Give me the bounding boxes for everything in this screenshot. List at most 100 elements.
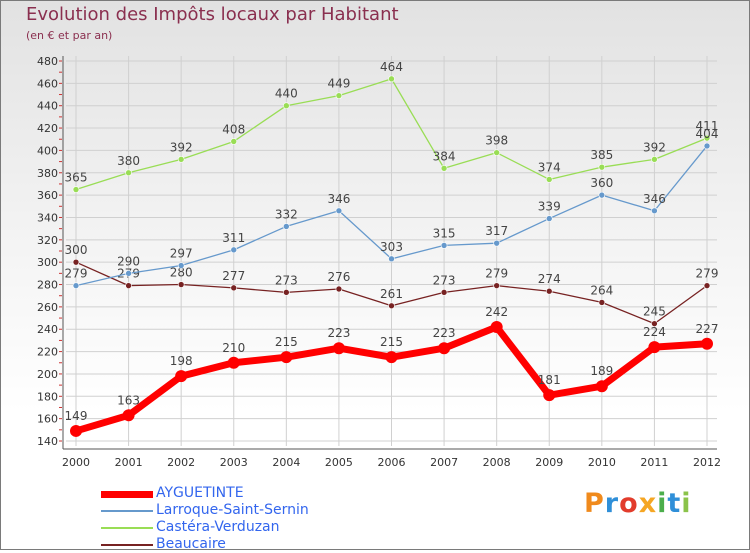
data-label: 274 — [538, 272, 561, 286]
data-label: 163 — [117, 393, 140, 407]
chart-subtitle: (en € et par an) — [26, 29, 113, 42]
x-tick-label: 2011 — [640, 456, 668, 469]
data-point — [545, 215, 553, 222]
data-label: 374 — [538, 160, 561, 174]
logo-letter: P — [584, 488, 605, 519]
data-label: 279 — [485, 267, 508, 281]
data-point — [701, 337, 713, 350]
data-point — [598, 163, 606, 171]
data-point — [280, 351, 293, 364]
x-tick-label: 2001 — [115, 456, 143, 469]
data-point — [230, 284, 238, 292]
y-tick-label: 400 — [37, 144, 58, 157]
y-tick-label: 480 — [37, 55, 58, 68]
data-point — [703, 134, 711, 142]
legend-item: Castéra-Verduzan — [101, 519, 401, 536]
x-tick-label: 2000 — [62, 456, 90, 469]
legend-item: AYGUETINTE — [101, 485, 401, 502]
data-label: 311 — [222, 231, 245, 245]
x-tick-label: 2009 — [535, 456, 563, 469]
legend-item: Beaucaire — [101, 536, 401, 553]
data-label: 384 — [433, 149, 456, 163]
legend-label: Beaucaire — [156, 536, 226, 552]
data-label: 279 — [65, 267, 88, 281]
y-tick-label: 300 — [37, 256, 58, 269]
data-point — [72, 282, 80, 289]
data-label: 189 — [590, 364, 613, 378]
data-label: 317 — [485, 224, 508, 238]
data-point — [545, 287, 553, 295]
data-point — [125, 282, 132, 289]
logo-letter: t — [667, 488, 682, 519]
data-label: 300 — [65, 243, 88, 257]
y-tick-label: 160 — [37, 413, 58, 426]
data-point — [335, 285, 343, 293]
x-tick-label: 2012 — [693, 456, 721, 469]
y-tick-label: 340 — [37, 211, 58, 224]
legend-label: Castéra-Verduzan — [156, 519, 280, 535]
data-label: 440 — [275, 87, 298, 101]
data-point — [177, 156, 185, 163]
x-tick-label: 2002 — [167, 456, 195, 469]
data-point — [177, 262, 185, 269]
x-tick-label: 2005 — [325, 456, 353, 469]
data-label: 290 — [117, 254, 140, 268]
data-point — [651, 207, 658, 215]
y-tick-label: 180 — [37, 390, 58, 403]
data-point — [595, 380, 608, 393]
data-point — [440, 289, 448, 296]
data-label: 449 — [327, 77, 350, 91]
x-tick-label: 2004 — [272, 456, 300, 469]
data-label: 276 — [327, 270, 350, 284]
data-label: 398 — [485, 134, 508, 148]
data-label: 380 — [117, 154, 140, 168]
data-label: 198 — [170, 354, 193, 368]
x-tick-label: 2010 — [588, 456, 616, 469]
data-label: 408 — [222, 122, 245, 136]
data-point — [651, 156, 658, 163]
data-label: 273 — [433, 273, 456, 287]
data-label: 385 — [590, 148, 613, 162]
data-label: 360 — [590, 176, 613, 190]
logo-letter: o — [619, 488, 639, 519]
logo-letter: i — [681, 488, 692, 519]
data-point — [598, 299, 606, 306]
data-label: 264 — [590, 283, 613, 297]
chart-title: Evolution des Impôts locaux par Habitant — [26, 4, 399, 25]
y-tick-label: 200 — [37, 368, 58, 381]
data-point — [283, 289, 290, 296]
data-label: 210 — [222, 341, 245, 355]
data-label: 365 — [65, 171, 88, 185]
legend-swatch — [101, 527, 153, 529]
data-label: 261 — [380, 287, 403, 301]
y-tick-label: 360 — [37, 189, 58, 202]
data-label: 392 — [170, 140, 193, 154]
data-point — [440, 242, 448, 249]
data-point — [388, 302, 395, 310]
x-tick-label: 2008 — [483, 456, 511, 469]
data-label: 346 — [327, 192, 350, 206]
x-tick-label: 2003 — [220, 456, 248, 469]
data-label: 315 — [433, 226, 456, 240]
data-label: 303 — [380, 240, 403, 254]
data-label: 464 — [380, 60, 403, 74]
data-point — [598, 191, 606, 199]
y-tick-label: 220 — [37, 346, 58, 359]
legend-label: Larroque-Saint-Sernin — [156, 502, 309, 518]
data-point — [283, 223, 290, 230]
data-point — [175, 370, 188, 383]
data-point — [230, 138, 238, 145]
y-tick-label: 460 — [37, 77, 58, 90]
legend-item: Larroque-Saint-Sernin — [101, 502, 401, 519]
data-label: 223 — [327, 326, 350, 340]
data-point — [177, 281, 185, 288]
data-label: 242 — [485, 305, 508, 319]
data-point — [388, 75, 395, 83]
y-tick-label: 420 — [37, 122, 58, 135]
data-label: 346 — [643, 192, 666, 206]
data-label: 245 — [643, 305, 666, 319]
data-label: 215 — [380, 335, 403, 349]
data-point — [283, 102, 290, 110]
data-point — [651, 320, 658, 327]
data-label: 224 — [643, 325, 666, 339]
